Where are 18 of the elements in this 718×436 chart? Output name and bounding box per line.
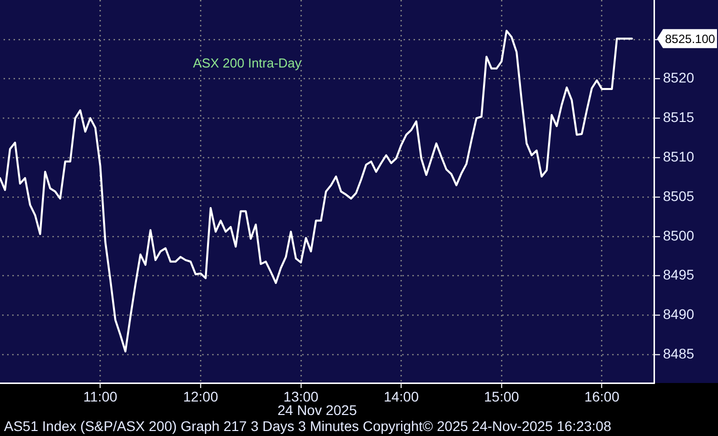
x-tick-label: 11:00 <box>83 388 118 404</box>
y-tick-label: 8505 <box>663 188 694 204</box>
text: AS51 Index (S&P/ASX 200) Graph 217 3 Days 3 Minutes Copyright© 2025 24-Nov-2025 16:23:08 <box>4 418 612 434</box>
x-tick-label: 14:00 <box>384 388 419 404</box>
y-tick-label: 8515 <box>663 109 694 126</box>
y-tick-label: 8495 <box>663 266 694 283</box>
y-tick-label: 8485 <box>663 345 694 362</box>
y-tick-label: 8500 <box>663 227 694 244</box>
x-tick-label: 16:00 <box>584 388 620 404</box>
x-tick-label: 12:00 <box>183 388 218 404</box>
text: 8525.100 <box>665 32 716 46</box>
text: ASX 200 Intra-Day <box>193 56 302 71</box>
y-tick-label: 8490 <box>663 306 694 322</box>
x-tick-label: 13:00 <box>283 388 319 404</box>
x-axis-title: 24 Nov 2025 <box>277 402 358 418</box>
x-tick-label: 15:00 <box>484 388 520 404</box>
y-tick-label: 8520 <box>663 70 694 86</box>
y-tick-label: 8510 <box>663 148 694 164</box>
